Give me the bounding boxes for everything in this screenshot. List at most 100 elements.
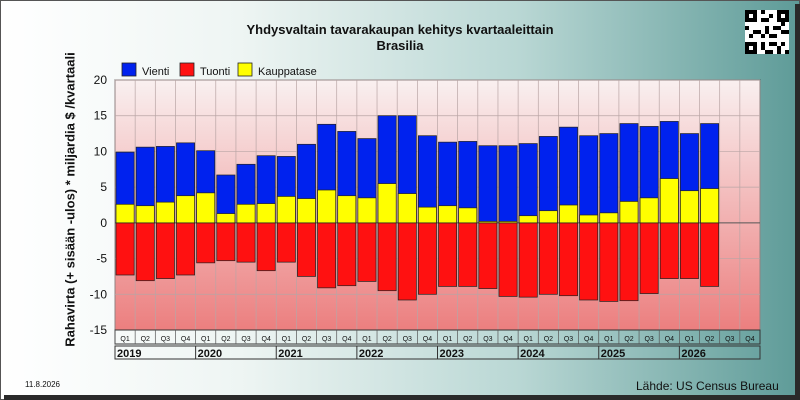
year-label: 2025 [601, 348, 625, 360]
year-label: 2026 [681, 348, 705, 360]
bar-kauppatase [377, 183, 397, 224]
x-tick-label: Q3 [725, 336, 734, 343]
legend: Vienti Tuonti Kauppatase [121, 62, 317, 78]
x-tick-label: Q2 [463, 336, 472, 343]
bar-kauppatase [317, 189, 337, 224]
bar-tuonti [357, 222, 377, 282]
bar-kauppatase [176, 195, 195, 224]
x-tick-label: Q2 [544, 336, 553, 343]
bars [115, 115, 720, 302]
legend-swatch [121, 62, 137, 77]
x-tick-label: Q2 [382, 336, 391, 343]
x-tick-label: Q2 [705, 336, 714, 343]
y-tick-label: -15 [90, 323, 108, 337]
bar-kauppatase [659, 178, 679, 224]
x-tick-label: Q4 [503, 336, 512, 343]
bar-tuonti [538, 222, 558, 295]
bar-tuonti [579, 222, 599, 301]
bar-vienti [579, 135, 599, 224]
bar-kauppatase [297, 198, 316, 224]
bar-vienti [518, 143, 538, 224]
x-tick-label: Q3 [161, 336, 170, 343]
y-tick-label: 0 [100, 216, 107, 230]
bar-tuonti [417, 222, 437, 295]
bar-kauppatase [337, 195, 357, 224]
bar-kauppatase [236, 203, 256, 224]
bar-kauppatase [458, 207, 478, 224]
bar-tuonti [297, 222, 316, 277]
bar-kauppatase [115, 203, 135, 224]
x-tick-label: Q3 [322, 336, 331, 343]
bar-kauppatase [276, 196, 296, 224]
year-label: 2024 [520, 348, 545, 360]
legend-swatch [179, 62, 195, 77]
bar-tuonti [559, 222, 578, 297]
x-tick-label: Q1 [685, 336, 694, 343]
y-tick-label: 15 [94, 109, 108, 123]
y-tick-label: 10 [94, 144, 108, 158]
bar-tuonti [680, 222, 699, 279]
year-label: 2019 [117, 348, 141, 360]
bar-kauppatase [680, 190, 699, 224]
bar-kauppatase [196, 192, 216, 224]
bar-kauppatase [518, 215, 538, 224]
bar-tuonti [700, 222, 720, 287]
bar-tuonti [498, 222, 518, 297]
bar-kauppatase [216, 213, 236, 224]
x-tick-label: Q4 [745, 336, 754, 343]
bar-tuonti [478, 222, 498, 289]
bar-kauppatase [579, 214, 599, 224]
x-tick-label: Q1 [604, 336, 613, 343]
y-tick-label: 20 [94, 73, 108, 87]
x-tick-label: Q3 [241, 336, 250, 343]
bar-tuonti [518, 222, 538, 298]
x-tick-label: Q2 [221, 336, 230, 343]
bar-tuonti [397, 222, 417, 301]
bar-kauppatase [619, 201, 639, 224]
bar-vienti [599, 133, 619, 224]
x-tick-label: Q4 [423, 336, 432, 343]
legend-label: Kauppatase [258, 66, 317, 78]
y-tick-label: 5 [100, 180, 107, 194]
x-tick-label: Q4 [181, 336, 190, 343]
bar-kauppatase [155, 201, 175, 224]
bar-tuonti [276, 222, 296, 263]
bar-kauppatase [417, 206, 437, 224]
bar-kauppatase [700, 188, 720, 224]
x-tick-label: Q2 [302, 336, 311, 343]
x-tick-label: Q4 [665, 336, 674, 343]
chart-subtitle: Brasilia [376, 38, 424, 53]
x-tick-label: Q3 [564, 336, 573, 343]
bar-kauppatase [538, 210, 558, 224]
bar-vienti [538, 136, 558, 224]
legend-label: Tuonti [200, 66, 230, 78]
frame-shadow-right [795, 4, 800, 400]
bar-kauppatase [438, 205, 458, 224]
x-tick-label: Q3 [483, 336, 492, 343]
year-label: 2020 [198, 348, 222, 360]
bar-tuonti [438, 222, 458, 287]
date-label: 11.8.2026 [25, 380, 60, 389]
y-tick-label: -5 [96, 252, 107, 266]
x-tick-label: Q2 [624, 336, 633, 343]
bar-tuonti [337, 222, 357, 287]
bar-kauppatase [397, 193, 417, 224]
grid-lines [114, 79, 761, 331]
bar-kauppatase [559, 204, 578, 224]
bar-kauppatase [599, 212, 619, 224]
bar-tuonti [236, 222, 256, 263]
bar-tuonti [377, 222, 397, 292]
bar-kauppatase [256, 203, 276, 224]
bar-tuonti [317, 222, 337, 289]
bar-tuonti [176, 222, 195, 276]
legend-label: Vienti [142, 66, 169, 78]
legend-swatch [237, 62, 253, 77]
bar-tuonti [135, 222, 155, 282]
x-tick-label: Q3 [403, 336, 412, 343]
bar-vienti [478, 145, 498, 224]
x-tick-label: Q2 [141, 336, 150, 343]
source-label: Lähde: US Census Bureau [636, 379, 779, 393]
frame-shadow [4, 395, 800, 400]
bar-tuonti [659, 222, 679, 279]
